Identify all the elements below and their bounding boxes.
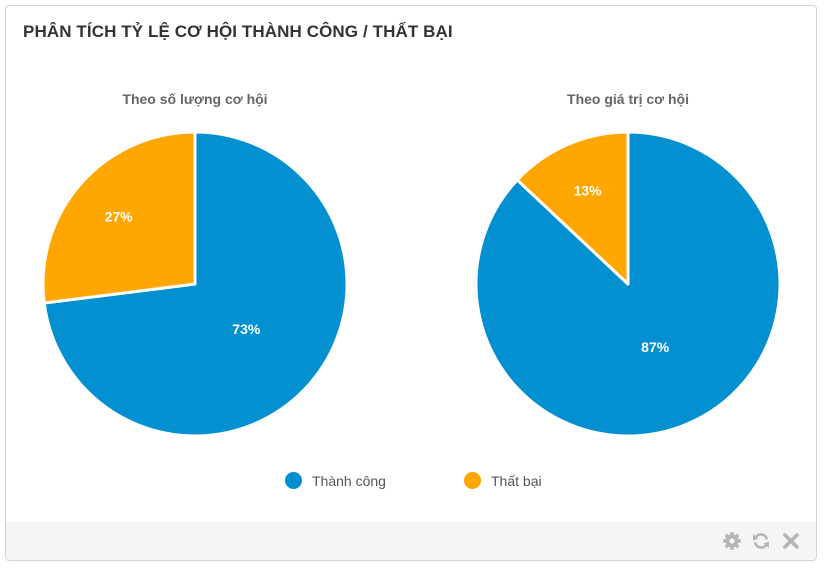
pie-slice-2-success[interactable]	[474, 130, 782, 438]
legend-item-success[interactable]: Thành công	[285, 472, 386, 489]
legend-item-fail[interactable]: Thất bại	[464, 472, 542, 489]
dashboard-widget: PHÂN TÍCH TỶ LỆ CƠ HỘI THÀNH CÔNG / THẤT…	[5, 5, 817, 561]
chart-title-2: Theo giá trị cơ hội	[567, 91, 689, 107]
slice-label-1-success: 73%	[232, 321, 261, 337]
legend-label-fail: Thất bại	[491, 472, 542, 489]
legend-marker-success	[285, 472, 302, 489]
chart-title-1: Theo số lượng cơ hội	[122, 91, 267, 107]
legend-label-success: Thành công	[312, 472, 386, 489]
pie-slice-2-fail[interactable]	[515, 130, 630, 286]
slice-label-2-fail: 13%	[574, 183, 603, 199]
slice-label-1-fail: 27%	[105, 209, 134, 225]
legend-marker-fail	[464, 472, 481, 489]
pie-charts: Theo số lượng cơ hội 73% 27% Theo giá trị c…	[41, 91, 782, 438]
refresh-icon[interactable]	[751, 531, 771, 551]
slice-label-2-success: 87%	[641, 339, 670, 355]
widget-footer	[6, 522, 816, 560]
pie-slice-1-fail[interactable]	[41, 130, 197, 305]
gear-icon[interactable]	[722, 531, 742, 551]
close-icon[interactable]	[781, 531, 801, 551]
widget-title: PHÂN TÍCH TỶ LỆ CƠ HỘI THÀNH CÔNG / THẤT…	[23, 22, 453, 41]
chart-legend: Thành công Thất bại	[6, 472, 816, 496]
